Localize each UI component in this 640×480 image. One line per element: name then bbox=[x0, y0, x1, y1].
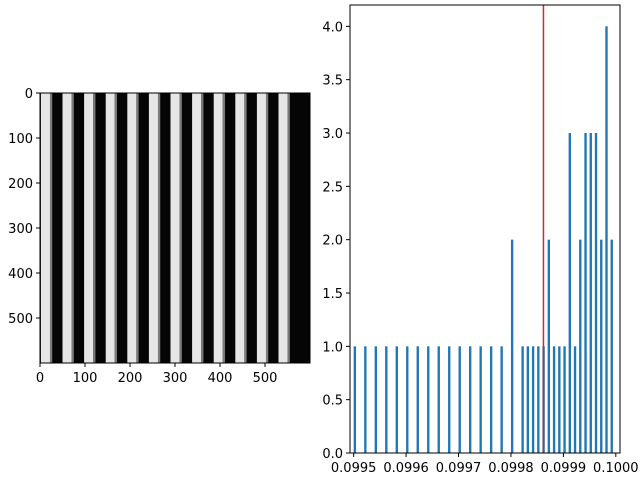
histogram-x-ticks: 0.0995 0.0996 0.0997 0.0998 0.0999 0.1000 bbox=[331, 453, 639, 476]
y-tick-label: 0.5 bbox=[322, 394, 343, 409]
y-tick-label: 3.5 bbox=[322, 74, 343, 89]
histogram-bar bbox=[594, 133, 598, 453]
stripe-edge bbox=[179, 93, 182, 363]
stripe-edge bbox=[222, 93, 226, 363]
y-tick-label: 2.0 bbox=[322, 234, 343, 249]
histogram-bar bbox=[610, 239, 613, 453]
stripe-edge bbox=[93, 93, 96, 363]
histogram-bar bbox=[406, 346, 409, 453]
histogram-bar bbox=[568, 133, 571, 453]
histogram-bar bbox=[479, 346, 482, 453]
histogram-bar bbox=[547, 239, 551, 453]
y-tick-label: 300 bbox=[8, 222, 33, 237]
histogram-bar bbox=[489, 346, 493, 453]
histogram-bar bbox=[395, 346, 398, 453]
histogram-bar bbox=[500, 346, 503, 453]
stripe bbox=[170, 93, 180, 363]
stripe bbox=[256, 93, 266, 363]
histogram-bar bbox=[427, 346, 430, 453]
histogram-bar bbox=[448, 346, 451, 453]
x-tick-label: 100 bbox=[73, 371, 98, 386]
stripe bbox=[40, 93, 50, 363]
histogram-bars bbox=[353, 26, 613, 453]
histogram-y-ticks: 0.0 0.5 1.0 1.5 2.0 2.5 3.0 3.5 4.0 bbox=[322, 20, 350, 462]
stripe bbox=[84, 93, 94, 363]
histogram-panel: 0.0995 0.0996 0.0997 0.0998 0.0999 0.1000 0.0… bbox=[322, 4, 639, 476]
stripe-edge bbox=[287, 93, 290, 363]
histogram-bar bbox=[526, 346, 530, 453]
x-tick-label: 0.0999 bbox=[541, 461, 587, 476]
histogram-bar bbox=[573, 346, 577, 453]
image-panel: 0 100 200 300 400 500 0 100 200 300 400 500 bbox=[8, 87, 311, 386]
stripe bbox=[213, 93, 223, 363]
y-tick-label: 100 bbox=[8, 132, 33, 147]
stripe bbox=[235, 93, 245, 363]
y-tick-label: 400 bbox=[8, 267, 33, 282]
histogram-bar bbox=[437, 346, 440, 453]
x-tick-label: 0.0998 bbox=[488, 461, 534, 476]
stripe-edge bbox=[244, 93, 247, 363]
y-tick-label: 1.5 bbox=[322, 287, 343, 302]
histogram-bar bbox=[589, 133, 592, 453]
stripe bbox=[105, 93, 115, 363]
y-tick-label: 0.0 bbox=[322, 447, 343, 462]
stripe-edge bbox=[71, 93, 74, 363]
histogram-bar bbox=[600, 239, 603, 453]
y-tick-label: 0 bbox=[25, 87, 33, 102]
histogram-bar bbox=[385, 346, 388, 453]
histogram-bar bbox=[353, 346, 357, 453]
x-tick-label: 0 bbox=[36, 371, 44, 386]
histogram-bar bbox=[469, 346, 472, 453]
y-tick-label: 2.5 bbox=[322, 180, 343, 195]
stripe bbox=[192, 93, 202, 363]
y-tick-label: 500 bbox=[8, 312, 33, 327]
y-tick-label: 4.0 bbox=[322, 20, 343, 35]
x-tick-label: 300 bbox=[163, 371, 188, 386]
histogram-frame bbox=[349, 4, 621, 454]
stripe-edge bbox=[201, 93, 204, 363]
histogram-bar bbox=[364, 346, 367, 453]
histogram-bar bbox=[531, 346, 535, 453]
image-x-ticks: 0 100 200 300 400 500 bbox=[36, 363, 278, 386]
stripe bbox=[62, 93, 72, 363]
histogram-bar bbox=[552, 346, 556, 453]
x-tick-label: 0.0997 bbox=[436, 461, 482, 476]
histogram-bar bbox=[605, 26, 608, 453]
histogram-bar bbox=[458, 346, 461, 453]
histogram-bar bbox=[584, 133, 587, 453]
histogram-bar bbox=[374, 346, 377, 453]
x-tick-label: 0.0995 bbox=[331, 461, 377, 476]
x-tick-label: 200 bbox=[118, 371, 143, 386]
y-tick-label: 200 bbox=[8, 177, 33, 192]
y-tick-label: 1.0 bbox=[322, 340, 343, 355]
stripe bbox=[278, 93, 288, 363]
histogram-bar bbox=[558, 346, 561, 453]
stripe-edge bbox=[136, 93, 139, 363]
x-tick-label: 0.0996 bbox=[383, 461, 429, 476]
histogram-bar bbox=[521, 346, 524, 453]
x-tick-label: 500 bbox=[253, 371, 278, 386]
x-tick-label: 0.1000 bbox=[593, 461, 639, 476]
stripe bbox=[148, 93, 158, 363]
image-y-ticks: 0 100 200 300 400 500 bbox=[8, 87, 40, 327]
stripe bbox=[127, 93, 137, 363]
histogram-bar bbox=[537, 346, 540, 453]
histogram-bar bbox=[510, 239, 514, 453]
histogram-bar bbox=[579, 239, 582, 453]
histogram-bar bbox=[416, 346, 419, 453]
histogram-bar bbox=[563, 346, 566, 453]
stripe-edge bbox=[49, 93, 53, 363]
y-tick-label: 3.0 bbox=[322, 127, 343, 142]
stripe-edge bbox=[114, 93, 118, 363]
stripe-edge bbox=[265, 93, 269, 363]
x-tick-label: 400 bbox=[208, 371, 233, 386]
stripe-edge bbox=[157, 93, 161, 363]
stripe-image bbox=[40, 93, 310, 363]
